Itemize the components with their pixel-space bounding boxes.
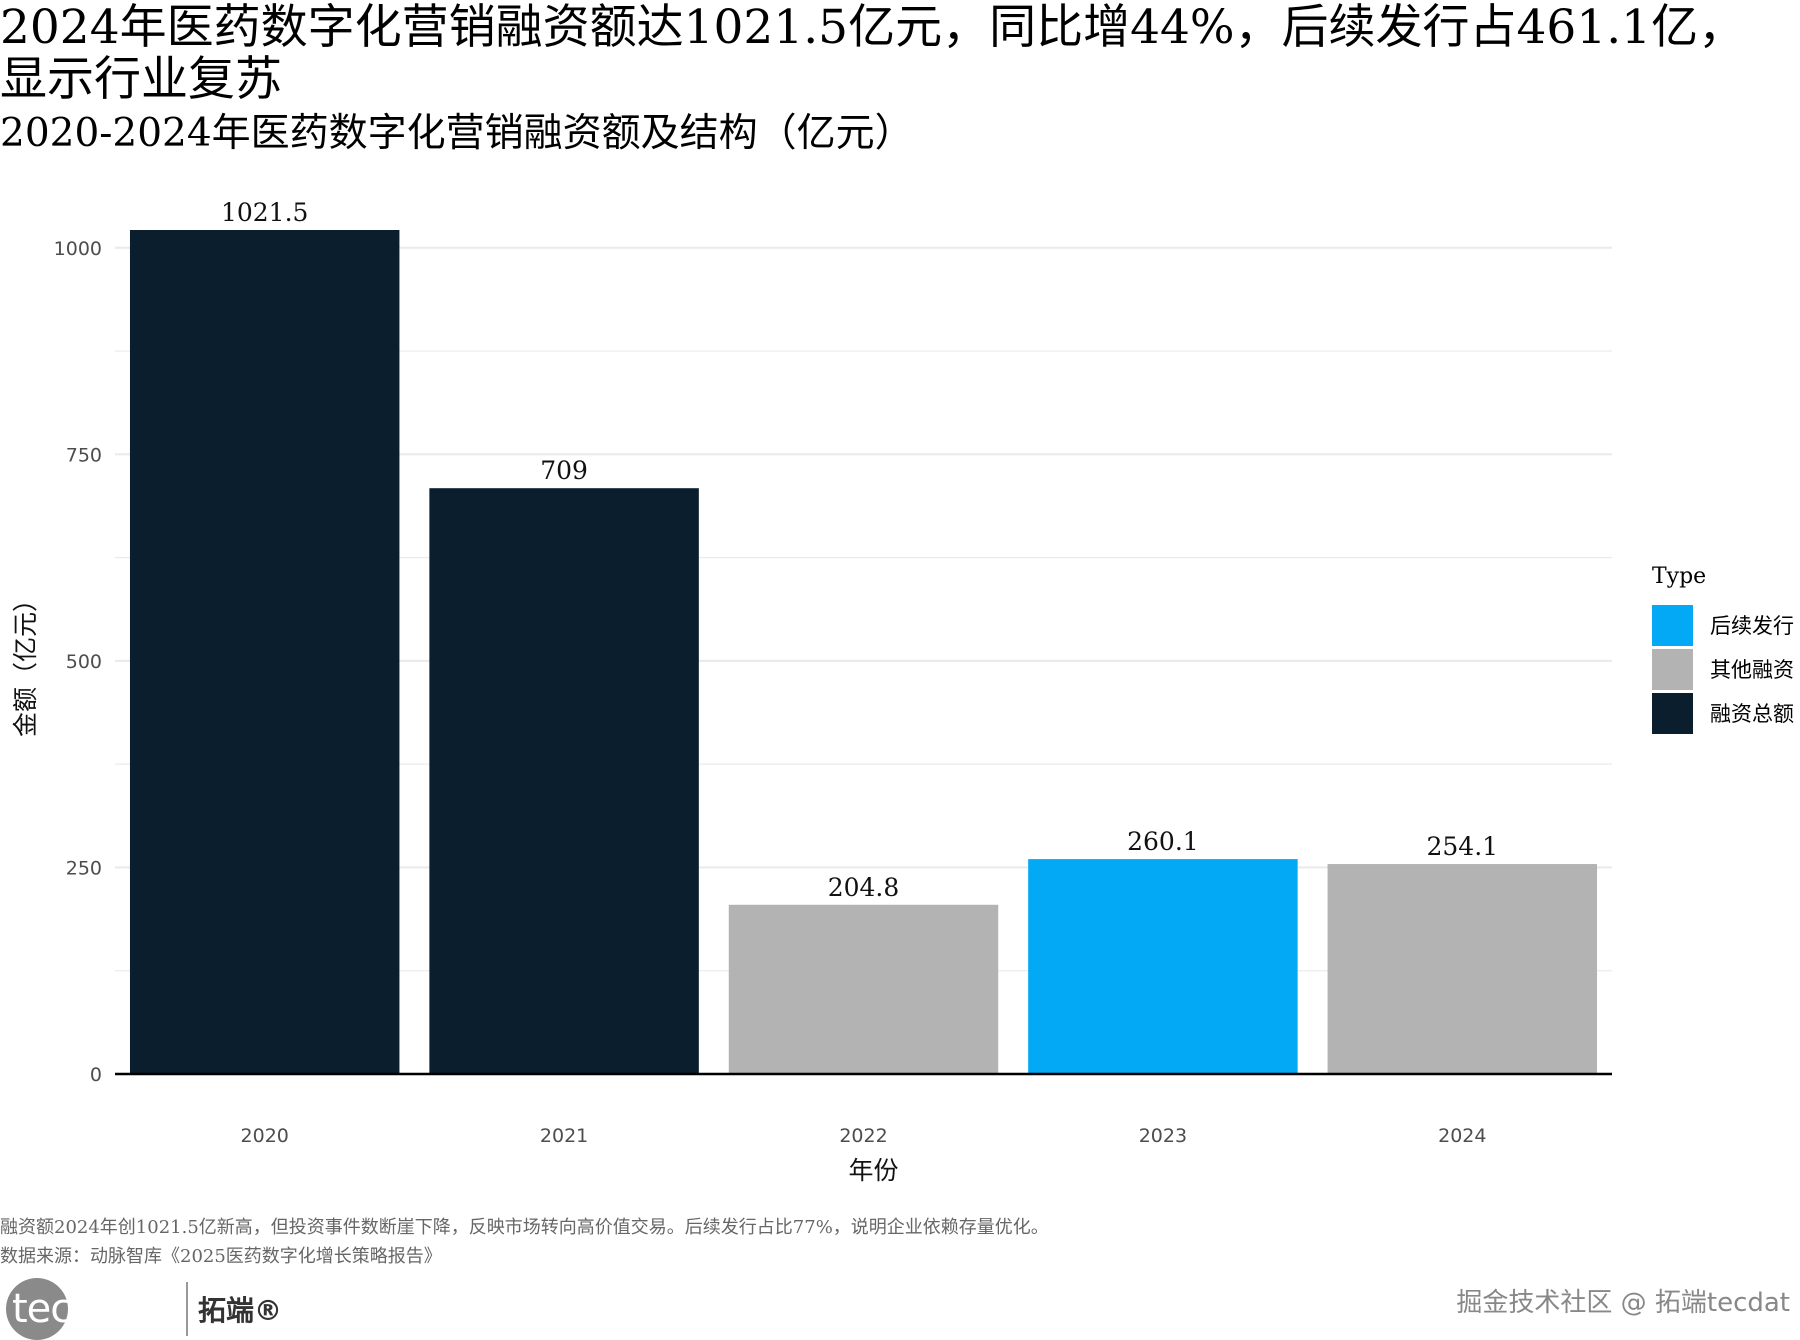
y-tick-label: 1000 (54, 238, 102, 260)
chart-legend: Type 后续发行 其他融资 融资总额 (1652, 564, 1794, 735)
bar-value-label: 260.1 (1127, 827, 1199, 856)
legend-label: 融资总额 (1710, 702, 1794, 726)
bar-value-label: 1021.5 (221, 198, 308, 227)
x-tick-label: 2022 (839, 1125, 887, 1147)
bar-2024 (1327, 864, 1598, 1074)
tecdat-logo: tecdat 拓端® (6, 1278, 282, 1340)
bar-2023 (1028, 859, 1298, 1074)
x-tick-label: 2020 (241, 1125, 289, 1147)
bar-2020 (129, 230, 400, 1074)
logo-divider (186, 1282, 188, 1336)
bar-value-label: 204.8 (828, 873, 900, 902)
y-tick-label: 500 (66, 651, 102, 673)
logo-latin-text: tecdat (12, 1286, 135, 1332)
bar-2021 (429, 488, 699, 1074)
x-tick-label: 2024 (1438, 1125, 1486, 1147)
legend-item-follow-on: 后续发行 (1652, 603, 1794, 647)
bar-2022 (728, 904, 999, 1074)
watermark: 掘金技术社区 @ 拓端tecdat (1456, 1288, 1790, 1318)
bar-value-label: 254.1 (1427, 832, 1499, 861)
legend-label: 后续发行 (1710, 614, 1794, 638)
y-tick-label: 750 (66, 444, 102, 466)
bar-value-label: 709 (540, 456, 588, 485)
legend-item-other: 其他融资 (1652, 647, 1794, 691)
x-axis-title: 年份 (848, 1156, 898, 1185)
chart-title: 2024年医药数字化营销融资额达1021.5亿元，同比增44%，后续发行占461… (0, 0, 1746, 107)
x-tick-label: 2023 (1139, 1125, 1187, 1147)
legend-title: Type (1652, 564, 1707, 589)
logo-cn-text: 拓端® (198, 1294, 283, 1327)
legend-label: 其他融资 (1710, 658, 1794, 682)
data-source: 数据来源：动脉智库《2025医药数字化增长策略报告》 (0, 1246, 442, 1267)
legend-item-total: 融资总额 (1652, 691, 1794, 735)
y-tick-label: 250 (66, 857, 102, 879)
footnote: 融资额2024年创1021.5亿新高，但投资事件数断崖下降，反映市场转向高价值交… (0, 1217, 1049, 1238)
legend-swatch (1652, 604, 1693, 646)
legend-swatch (1652, 648, 1693, 690)
y-tick-label: 0 (90, 1064, 102, 1086)
bar-chart: 0 250 500 750 1000 1021.5 2020 709 2021 204.8 2022… (11, 198, 1612, 1185)
chart-subtitle: 2020-2024年医药数字化营销融资额及结构（亿元） (0, 111, 914, 156)
y-axis-title: 金额（亿元） (11, 587, 40, 737)
legend-swatch (1652, 692, 1693, 734)
x-tick-label: 2021 (540, 1125, 588, 1147)
